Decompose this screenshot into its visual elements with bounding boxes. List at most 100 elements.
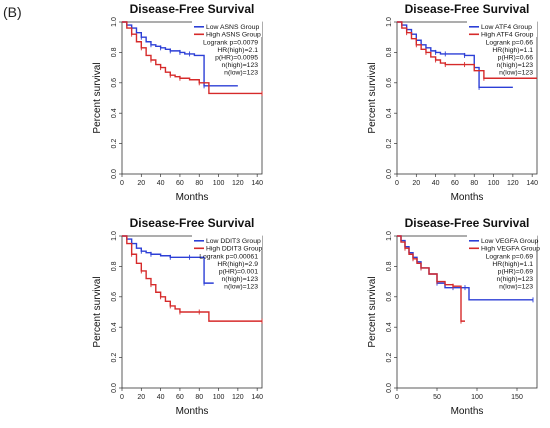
y-tick-label: 0.0 bbox=[386, 383, 393, 393]
chart-atf4: Disease-Free Survival 0.0 0.2 0.4 0.6 0.8 1.0 0… bbox=[367, 2, 538, 203]
x-tick-label: 120 bbox=[232, 180, 244, 187]
y-tick-label: 0.6 bbox=[111, 292, 118, 302]
y-tick-label: 0.0 bbox=[111, 383, 118, 393]
stat-text: n(low)=123 bbox=[499, 70, 533, 77]
legend-label: High ASNS Group bbox=[206, 32, 261, 39]
y-tick-label: 0.4 bbox=[111, 322, 118, 332]
chart-asns: Disease-Free Survival 0.0 0.2 0.4 0.6 0.8 1.0 0… bbox=[92, 2, 263, 203]
y-tick-label: 0.8 bbox=[111, 261, 118, 271]
legend-label: Low DDIT3 Group bbox=[206, 238, 261, 245]
x-tick-label: 40 bbox=[157, 394, 165, 401]
stat-text: n(high)=123 bbox=[222, 62, 259, 69]
stat-text: Logrank p=0.00061 bbox=[199, 254, 258, 261]
x-tick-label: 20 bbox=[137, 394, 145, 401]
chart-title: Disease-Free Survival bbox=[405, 2, 530, 16]
x-tick-label: 60 bbox=[451, 180, 459, 187]
x-tick-label: 120 bbox=[232, 394, 244, 401]
x-tick-label: 140 bbox=[251, 394, 263, 401]
stat-text: n(low)=123 bbox=[224, 70, 258, 77]
legend-box bbox=[467, 21, 537, 37]
chart-title: Disease-Free Survival bbox=[130, 2, 255, 16]
y-tick-label: 0.6 bbox=[386, 292, 393, 302]
survival-curve bbox=[397, 21, 513, 89]
x-tick-label: 80 bbox=[470, 180, 478, 187]
legend-box bbox=[192, 21, 262, 37]
legend-label: Low VEGFA Group bbox=[481, 238, 539, 245]
stat-text: p(HR)=0.69 bbox=[498, 269, 534, 276]
x-tick-label: 0 bbox=[395, 394, 399, 401]
x-tick-label: 100 bbox=[213, 394, 225, 401]
stat-text: n(high)=123 bbox=[222, 276, 259, 283]
x-axis-label: Months bbox=[176, 192, 209, 203]
stat-text: Logrank p=0.0079 bbox=[203, 40, 258, 47]
x-tick-label: 100 bbox=[471, 394, 483, 401]
panel-label: (B) bbox=[3, 4, 22, 20]
stat-text: Logrank p=0.66 bbox=[486, 40, 534, 47]
y-tick-label: 0.8 bbox=[111, 47, 118, 57]
y-tick-label: 1.0 bbox=[386, 17, 393, 27]
y-axis-label: Percent survival bbox=[367, 276, 378, 347]
survival-curve bbox=[397, 235, 465, 322]
stat-text: Logrank p=0.69 bbox=[486, 254, 534, 261]
stat-text: HR(high)=1.1 bbox=[492, 261, 533, 268]
y-tick-label: 1.0 bbox=[111, 17, 118, 27]
y-axis-label: Percent survival bbox=[92, 62, 103, 133]
y-tick-label: 1.0 bbox=[386, 231, 393, 241]
x-tick-label: 140 bbox=[526, 180, 538, 187]
y-tick-label: 0.6 bbox=[386, 78, 393, 88]
x-tick-label: 80 bbox=[195, 180, 203, 187]
stat-text: n(low)=123 bbox=[224, 284, 258, 291]
legend-label: High ATF4 Group bbox=[481, 32, 534, 39]
chart-ddit3: Disease-Free Survival 0.0 0.2 0.4 0.6 0.8 1.0 0… bbox=[92, 216, 263, 417]
x-tick-label: 0 bbox=[120, 394, 124, 401]
stat-text: HR(high)=2.1 bbox=[217, 47, 258, 54]
stat-text: n(low)=123 bbox=[499, 284, 533, 291]
legend-label: High DDIT3 Group bbox=[206, 246, 263, 253]
x-tick-label: 40 bbox=[432, 180, 440, 187]
stat-text: HR(high)=1.1 bbox=[492, 47, 533, 54]
legend-label: Low ATF4 Group bbox=[481, 24, 532, 31]
x-tick-label: 20 bbox=[412, 180, 420, 187]
stat-text: p(HR)=0.001 bbox=[219, 269, 258, 276]
legend-box bbox=[192, 235, 262, 251]
x-tick-label: 0 bbox=[120, 180, 124, 187]
y-tick-label: 0.0 bbox=[111, 169, 118, 179]
stat-text: n(high)=123 bbox=[497, 62, 534, 69]
y-tick-label: 0.0 bbox=[386, 169, 393, 179]
y-tick-label: 0.4 bbox=[386, 108, 393, 118]
stat-text: HR(high)=2.9 bbox=[217, 261, 258, 268]
survival-curve bbox=[122, 235, 262, 322]
y-tick-label: 0.2 bbox=[111, 139, 118, 149]
legend-box bbox=[467, 235, 537, 251]
legend-label: Low ASNS Group bbox=[206, 24, 259, 31]
x-tick-label: 20 bbox=[137, 180, 145, 187]
y-tick-label: 0.6 bbox=[111, 78, 118, 88]
x-tick-label: 100 bbox=[213, 180, 225, 187]
y-tick-label: 0.8 bbox=[386, 47, 393, 57]
x-tick-label: 80 bbox=[195, 394, 203, 401]
y-tick-label: 0.2 bbox=[386, 353, 393, 363]
x-tick-label: 40 bbox=[157, 180, 165, 187]
chart-title: Disease-Free Survival bbox=[405, 216, 530, 230]
y-axis-label: Percent survival bbox=[92, 276, 103, 347]
chart-title: Disease-Free Survival bbox=[130, 216, 255, 230]
y-axis-label: Percent survival bbox=[367, 62, 378, 133]
y-tick-label: 0.2 bbox=[111, 353, 118, 363]
x-tick-label: 0 bbox=[395, 180, 399, 187]
x-tick-label: 100 bbox=[488, 180, 500, 187]
x-tick-label: 60 bbox=[176, 180, 184, 187]
x-axis-label: Months bbox=[176, 406, 209, 417]
x-tick-label: 60 bbox=[176, 394, 184, 401]
y-tick-label: 1.0 bbox=[111, 231, 118, 241]
y-tick-label: 0.2 bbox=[386, 139, 393, 149]
x-tick-label: 120 bbox=[507, 180, 519, 187]
y-tick-label: 0.4 bbox=[111, 108, 118, 118]
x-tick-label: 150 bbox=[511, 394, 523, 401]
stat-text: p(HR)=0.0095 bbox=[215, 55, 258, 62]
legend-label: High VEGFA Group bbox=[481, 246, 540, 253]
survival-curve bbox=[397, 21, 537, 79]
x-axis-label: Months bbox=[451, 192, 484, 203]
stat-text: p(HR)=0.66 bbox=[498, 55, 534, 62]
x-tick-label: 140 bbox=[251, 180, 263, 187]
stat-text: n(high)=123 bbox=[497, 276, 534, 283]
